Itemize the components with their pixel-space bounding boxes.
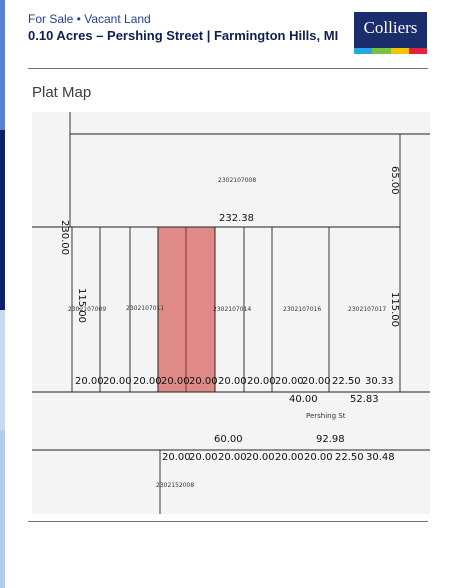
side-accent-bar: [0, 310, 5, 430]
logo-color-stripes: [354, 48, 427, 54]
dimension-label: 52.83: [350, 394, 379, 405]
lot-frontage-label: 20.00: [246, 452, 275, 463]
colliers-logo: Colliers: [354, 12, 427, 54]
lot-frontage-label: 20.00: [302, 376, 331, 387]
lot-frontage-label: 22.50: [335, 452, 364, 463]
lot-frontage-label: 20.00: [304, 452, 333, 463]
lot-frontage-label: 20.00: [218, 452, 247, 463]
street-name: Pershing St: [306, 412, 346, 420]
lot-frontage-label: 30.48: [366, 452, 395, 463]
side-accent-bar: [0, 430, 5, 588]
lot-frontage-label: 20.00: [218, 376, 247, 387]
plat-linework: [32, 112, 430, 514]
parcel-id-north: 2302107008: [218, 177, 257, 184]
lot-frontage-label: 20.00: [161, 376, 190, 387]
lot-frontage-label: 20.00: [162, 452, 191, 463]
dimension-label: 230.00: [59, 220, 70, 255]
lot-frontage-label: 30.33: [365, 376, 394, 387]
listing-title: 0.10 Acres – Pershing Street | Farmingto…: [28, 28, 339, 43]
footer-divider: [28, 521, 428, 522]
dimension-label: 40.00: [289, 394, 318, 405]
side-accent-bar: [0, 0, 5, 130]
lot-frontage-label: 20.00: [275, 452, 304, 463]
lot-frontage-label: 20.00: [189, 376, 218, 387]
lot-frontage-label: 20.00: [247, 376, 276, 387]
lot-frontage-label: 20.00: [189, 452, 218, 463]
lot-frontage-label: 22.50: [332, 376, 361, 387]
dimension-label: 115.00: [76, 288, 87, 323]
plat-map: 2302107008 2302107009 2302107011 2302107…: [32, 112, 430, 514]
side-accent-bar: [0, 130, 5, 310]
dimension-label: 115.00: [389, 292, 400, 327]
parcel-id-lot-e: 2302107017: [348, 306, 387, 313]
subject-lot-highlight: [185, 226, 216, 393]
parcel-id-lot-c: 2302107014: [213, 306, 252, 313]
section-title: Plat Map: [32, 84, 92, 101]
lot-frontage-label: 20.00: [75, 376, 104, 387]
subject-lot-highlight: [157, 226, 187, 393]
dimension-label: 65.00: [389, 166, 400, 195]
listing-type-label: For Sale • Vacant Land: [28, 12, 151, 26]
lot-frontage-label: 20.00: [275, 376, 304, 387]
lot-frontage-label: 20.00: [103, 376, 132, 387]
parcel-id-south: 2302152008: [156, 482, 195, 489]
parcel-id-lot-d: 2302107016: [283, 306, 322, 313]
dimension-label: 92.98: [316, 434, 345, 445]
parcel-id-lot-b: 2302107011: [126, 305, 165, 312]
header-divider: [28, 68, 428, 69]
dimension-label: 60.00: [214, 434, 243, 445]
logo-wordmark: Colliers: [363, 18, 418, 37]
parcel-id-lot-a: 2302107009: [68, 306, 107, 313]
dimension-label: 232.38: [219, 213, 254, 224]
lot-frontage-label: 20.00: [133, 376, 162, 387]
